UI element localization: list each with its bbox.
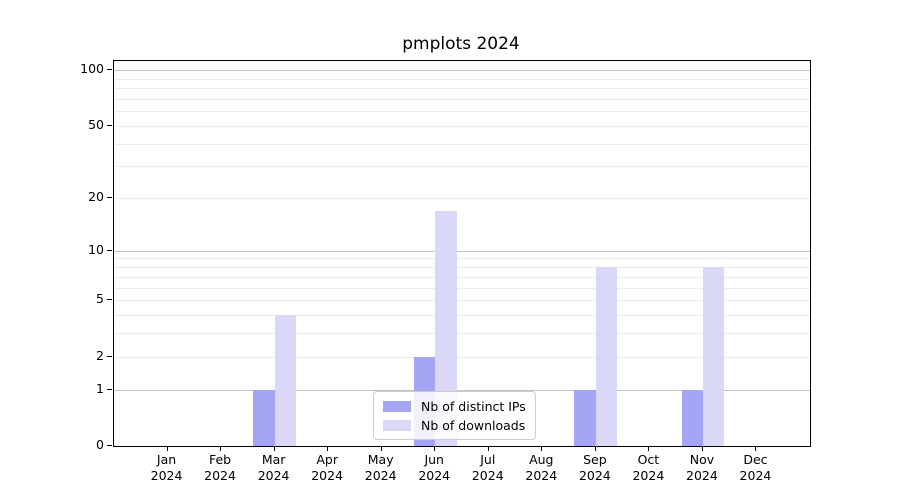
minor-gridline	[114, 267, 810, 269]
x-tick-label: Jan 2024	[150, 452, 183, 483]
y-tick-mark	[107, 69, 112, 71]
y-tick-label: 20	[88, 189, 104, 205]
x-tick-mark	[701, 446, 703, 451]
chart-title: pmplots 2024	[402, 34, 520, 54]
major-gridline	[114, 389, 810, 391]
bar-downloads	[274, 314, 297, 446]
minor-gridline	[114, 258, 810, 260]
minor-gridline	[114, 98, 810, 100]
legend-item-downloads: Nb of downloads	[383, 417, 526, 433]
x-tick-label: Jun 2024	[418, 452, 451, 483]
y-tick-label: 1	[96, 380, 104, 396]
legend: Nb of distinct IPs Nb of downloads	[373, 391, 536, 440]
minor-gridline	[114, 143, 810, 145]
minor-gridline	[114, 88, 810, 90]
major-gridline	[114, 70, 810, 72]
bar-distinct-ips	[253, 389, 275, 446]
minor-gridline	[114, 314, 810, 316]
x-tick-label: Dec 2024	[739, 452, 772, 483]
x-tick-label: Jul 2024	[471, 452, 504, 483]
major-gridline	[114, 250, 810, 252]
x-tick-mark	[273, 446, 275, 451]
minor-gridline	[114, 198, 810, 200]
x-tick-label: May 2024	[364, 452, 397, 483]
x-tick-label: Aug 2024	[525, 452, 558, 483]
legend-label-distinct-ips: Nb of distinct IPs	[421, 398, 526, 414]
x-tick-label: Apr 2024	[311, 452, 344, 483]
x-tick-label: Feb 2024	[204, 452, 236, 483]
x-tick-label: Sep 2024	[578, 452, 611, 483]
bar-downloads	[702, 267, 725, 446]
legend-swatch-downloads	[383, 419, 411, 431]
minor-gridline	[114, 300, 810, 302]
y-tick-label: 10	[88, 241, 104, 257]
bar-downloads	[595, 267, 618, 446]
x-tick-mark	[220, 446, 222, 451]
minor-gridline	[114, 333, 810, 335]
y-tick-label: 2	[96, 347, 104, 363]
y-tick-label: 100	[80, 61, 104, 77]
minor-gridline	[114, 125, 810, 127]
x-tick-label: Nov 2024	[686, 452, 718, 483]
x-tick-label: Oct 2024	[632, 452, 665, 483]
y-tick-mark	[107, 124, 112, 126]
legend-item-distinct-ips: Nb of distinct IPs	[383, 398, 526, 414]
y-tick-mark	[107, 355, 112, 357]
plot-area	[113, 60, 811, 447]
legend-label-downloads: Nb of downloads	[421, 417, 526, 433]
x-tick-label: Mar 2024	[257, 452, 290, 483]
x-tick-mark	[434, 446, 436, 451]
y-tick-label: 5	[96, 291, 104, 307]
minor-gridline	[114, 356, 810, 358]
x-tick-mark	[327, 446, 329, 451]
x-tick-mark	[166, 446, 168, 451]
y-tick-label: 50	[88, 116, 104, 132]
minor-gridline	[114, 276, 810, 278]
bar-distinct-ips	[681, 389, 703, 446]
x-tick-mark	[594, 446, 596, 451]
minor-gridline	[114, 166, 810, 168]
x-tick-mark	[755, 446, 757, 451]
y-tick-mark	[107, 249, 112, 251]
bar-distinct-ips	[574, 389, 596, 446]
y-tick-mark	[107, 445, 112, 446]
x-tick-mark	[648, 446, 650, 451]
legend-swatch-distinct-ips	[383, 400, 411, 412]
minor-gridline	[114, 111, 810, 113]
minor-gridline	[114, 287, 810, 289]
x-tick-mark	[487, 446, 489, 451]
minor-gridline	[114, 78, 810, 80]
y-tick-mark	[107, 299, 112, 301]
y-tick-mark	[107, 197, 112, 199]
bar-downloads	[435, 210, 457, 446]
y-tick-mark	[107, 388, 112, 390]
x-tick-mark	[380, 446, 382, 451]
x-tick-mark	[541, 446, 543, 451]
y-tick-label: 0	[96, 437, 104, 452]
